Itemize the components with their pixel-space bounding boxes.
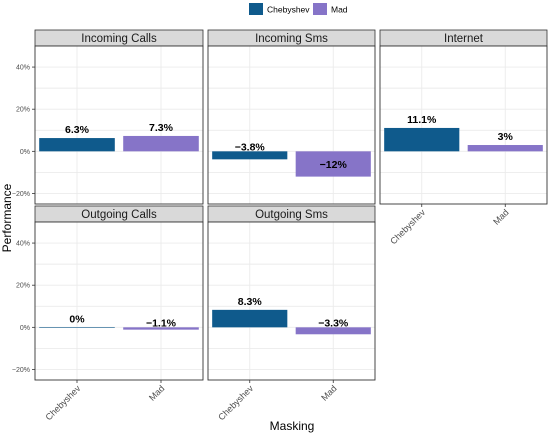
x-tick-label: Chebyshev <box>216 383 255 422</box>
legend: Chebyshev Mad <box>249 3 348 15</box>
bar-value-label: −1.1% <box>146 317 177 329</box>
bar-mad <box>295 151 371 177</box>
legend-key-mad <box>313 3 327 15</box>
y-tick-label: 0% <box>20 149 30 156</box>
bar-value-label: −3.3% <box>318 317 349 329</box>
x-tick-label: Mad <box>319 383 338 402</box>
y-tick-label: −20% <box>12 191 30 198</box>
x-axis-title: Masking <box>270 419 315 433</box>
panel-incoming-calls: Incoming Calls 6.3% 7.3% −20% 0% 20% 40% <box>12 29 204 205</box>
plot-area <box>35 46 203 204</box>
x-tick-label: Chebyshev <box>388 207 427 246</box>
panel-border <box>207 221 376 381</box>
y-tick-label: −20% <box>12 367 30 374</box>
bar-chebyshev <box>39 138 115 152</box>
y-tick-label: 20% <box>16 107 30 114</box>
legend-label-mad: Mad <box>331 5 348 15</box>
bar-mad <box>123 327 199 330</box>
plot-area <box>208 46 375 204</box>
panel-border <box>34 45 204 205</box>
y-tick-label: 20% <box>16 283 30 290</box>
plot-area <box>35 222 203 380</box>
panel-title: Incoming Sms <box>255 33 328 45</box>
panel-title: Internet <box>444 33 484 45</box>
bar-value-label: 11.1% <box>407 114 437 126</box>
x-tick-label: Mad <box>147 383 166 402</box>
panel-title: Incoming Calls <box>81 33 157 45</box>
legend-key-chebyshev <box>249 3 263 15</box>
panel-title: Outgoing Calls <box>81 209 157 221</box>
bar-value-label: 0% <box>69 313 85 325</box>
bar-value-label: −3.8% <box>235 141 266 153</box>
y-axis-title: Performance <box>0 183 14 252</box>
panel-border <box>207 45 376 205</box>
y-tick-label: 0% <box>20 325 30 332</box>
plot-area <box>208 222 375 380</box>
panel-border <box>34 221 204 381</box>
panel-title: Outgoing Sms <box>255 209 328 221</box>
panel-border <box>379 45 548 205</box>
bar-mad <box>467 145 543 152</box>
plot-area <box>380 46 547 204</box>
bar-mad <box>295 327 371 335</box>
bar-value-label: 6.3% <box>65 124 90 136</box>
bar-value-label: 3% <box>498 131 514 143</box>
x-tick-label: Mad <box>491 207 510 226</box>
panel-outgoing-sms: Outgoing Sms 8.3% −3.3% Chebyshev Mad <box>207 205 376 422</box>
bar-value-label: 7.3% <box>149 122 174 134</box>
y-tick-label: 40% <box>16 65 30 72</box>
x-tick-label: Chebyshev <box>44 383 83 422</box>
panel-incoming-sms: Incoming Sms −3.8% −12% <box>207 29 376 205</box>
panel-outgoing-calls: Outgoing Calls 0% −1.1% −20% 0% 20% 40% Chebysh… <box>12 205 204 422</box>
y-tick-label: 40% <box>16 241 30 248</box>
panel-internet: Internet 11.1% 3% Chebyshev Mad <box>379 29 548 246</box>
bar-chebyshev <box>39 327 115 328</box>
bar-value-label: 8.3% <box>238 296 263 308</box>
legend-label-chebyshev: Chebyshev <box>267 5 310 15</box>
bar-chebyshev <box>212 151 288 160</box>
bar-chebyshev <box>384 127 460 152</box>
bar-value-label: −12% <box>320 159 348 171</box>
bar-chebyshev <box>212 309 288 328</box>
bar-mad <box>123 135 199 152</box>
